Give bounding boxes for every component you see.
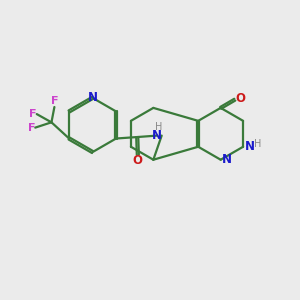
Text: F: F [28,123,35,133]
Text: N: N [222,153,232,166]
Text: F: F [51,95,58,106]
Text: H: H [254,140,262,149]
Text: H: H [155,122,162,132]
Text: F: F [29,109,37,119]
Text: N: N [88,92,98,104]
Text: O: O [235,92,245,105]
Text: N: N [152,129,162,142]
Text: N: N [244,140,255,153]
Text: O: O [133,154,143,167]
